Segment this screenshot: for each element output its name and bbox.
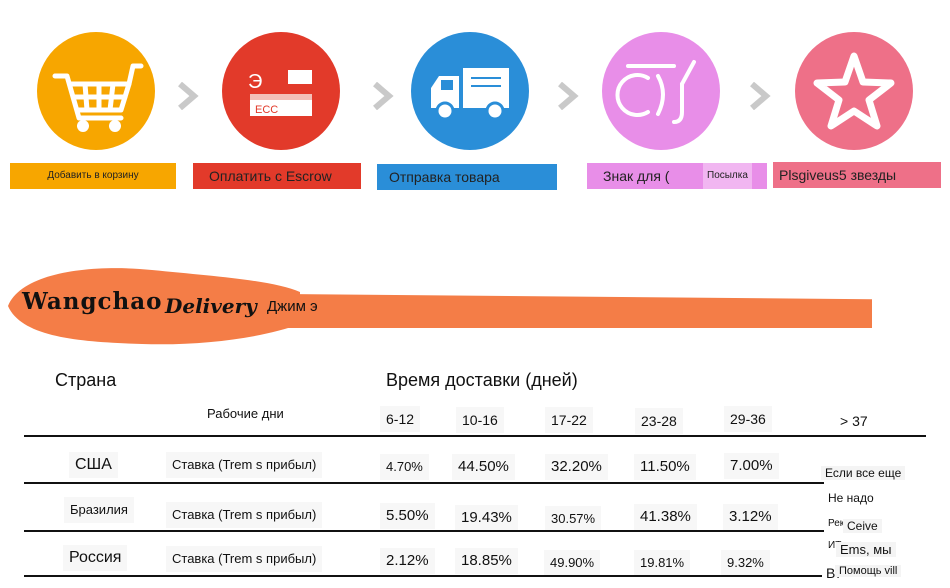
note-text: Если все еще	[821, 466, 906, 480]
value-cell: 9.32%	[721, 550, 770, 576]
escrow-payment-icon: Э ECC	[248, 70, 312, 116]
note-text: Не надо	[824, 491, 878, 505]
step-label-five-stars: Plsgiveus5 звезды	[773, 162, 941, 188]
chevron-right-icon	[556, 81, 580, 111]
note-text: Ceive	[843, 519, 882, 533]
shopping-cart-icon	[52, 63, 144, 132]
chevron-right-icon	[371, 81, 395, 111]
country-russia: Россия	[63, 545, 128, 571]
value-cell: 41.38%	[634, 504, 697, 530]
delivery-time-header: Время доставки (дней)	[386, 370, 578, 390]
country-usa: США	[69, 452, 118, 478]
range-header: 10-16	[456, 407, 504, 433]
banner-brush-shape	[8, 268, 300, 345]
range-header: 17-22	[545, 407, 593, 433]
value-cell: 11.50%	[634, 454, 696, 480]
value-cell: 44.50%	[452, 454, 515, 480]
value-cell: 19.81%	[634, 550, 691, 576]
chevron-right-icon	[748, 81, 772, 111]
sign-receipt-icon	[615, 60, 696, 124]
step-label-shipping: Отправка товара	[377, 164, 557, 190]
note-text: ИТ	[824, 540, 846, 551]
range-header: > 37	[834, 408, 874, 434]
value-cell: 2.12%	[380, 548, 435, 574]
table-divider	[24, 575, 824, 577]
brand-suffix: Джим э	[267, 298, 318, 315]
table-divider	[24, 482, 824, 484]
table-divider	[24, 530, 824, 532]
range-header: 23-28	[635, 408, 683, 434]
step-label-sign: Знак для ( Посылка	[587, 163, 767, 189]
step-label-sign-parcel: Посылка	[703, 163, 752, 189]
escrow-icon-code: ECC	[255, 104, 278, 116]
step-label-sign-text: Знак для (	[603, 168, 670, 184]
sign-step-circle	[602, 32, 720, 150]
value-cell: 7.00%	[724, 453, 779, 479]
value-cell: 4.70%	[380, 454, 429, 480]
rate-label: Ставка (Trem s прибыл)	[166, 502, 323, 528]
delivery-truck-icon	[431, 68, 509, 121]
workdays-header: Рабочие дни	[207, 406, 284, 421]
note-text: Помощь vill	[835, 565, 902, 577]
step-label-add-to-cart: Добавить в корзину	[10, 163, 176, 189]
country-brazil: Бразилия	[64, 497, 134, 523]
table-divider	[24, 435, 926, 437]
cart-step-circle	[37, 32, 155, 150]
value-cell: 32.20%	[545, 454, 608, 480]
note-text: Рек	[824, 518, 849, 529]
brand-delivery: Delivery	[165, 294, 257, 318]
value-cell: 3.12%	[723, 504, 778, 530]
shipping-step-circle	[411, 32, 529, 150]
chevron-right-icon	[176, 81, 200, 111]
rate-label: Ставка (Trem s прибыл)	[166, 452, 323, 478]
country-header: Страна	[55, 370, 117, 390]
star-icon	[813, 52, 895, 130]
value-cell: 19.43%	[455, 505, 518, 531]
step-label-pay-escrow: Оплатить с Escrow	[193, 163, 361, 189]
value-cell: 5.50%	[380, 503, 435, 529]
value-cell: 49.90%	[544, 550, 601, 576]
range-header: 29-36	[724, 406, 772, 432]
escrow-step-circle: Э ECC	[222, 32, 340, 150]
value-cell: 18.85%	[455, 548, 518, 574]
brand-name: Wangchao	[22, 288, 163, 315]
escrow-icon-letter: Э	[248, 71, 262, 93]
value-cell: 30.57%	[545, 506, 602, 532]
note-text: Ems, мы	[836, 542, 896, 557]
range-header: 6-12	[380, 406, 421, 432]
review-step-circle	[795, 32, 913, 150]
rate-label: Ставка (Trem s прибыл)	[166, 546, 323, 572]
